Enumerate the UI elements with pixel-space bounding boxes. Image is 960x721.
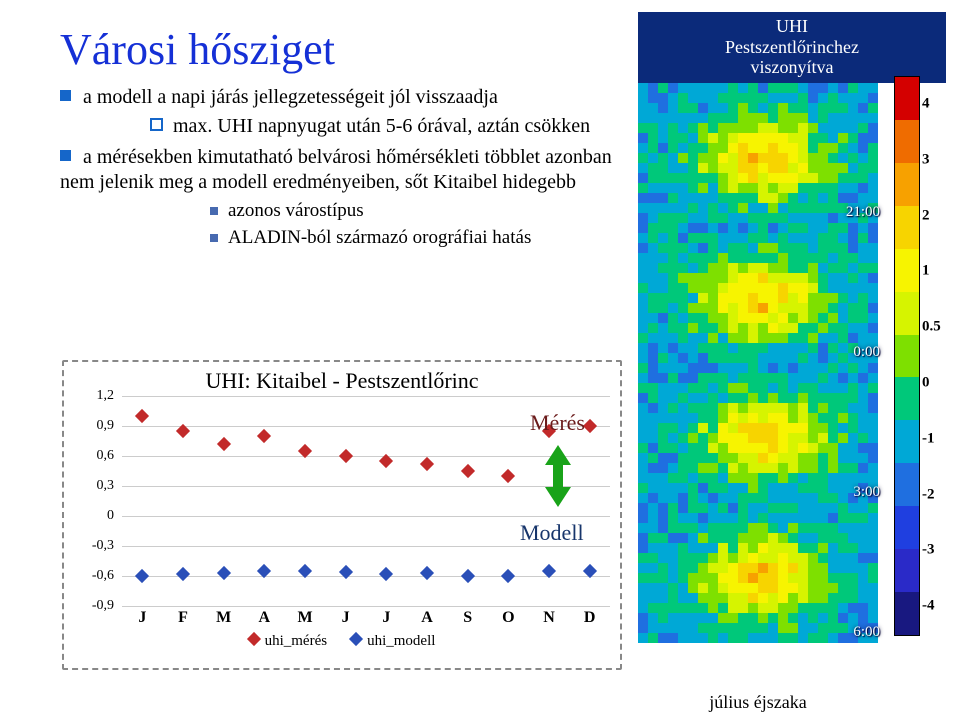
bullet-text: ALADIN-ból származó orográfiai hatás [228, 227, 531, 248]
side-caption: július éjszaka [638, 692, 878, 713]
uhi-map: 6:00 [638, 503, 878, 643]
side-title-l3: viszonyítva [751, 57, 834, 77]
map-time-label: 21:00 [846, 204, 880, 221]
bullet-2: a mérésekben kimutatható belvárosi hőmér… [60, 145, 620, 195]
x-tick: M [216, 609, 231, 627]
y-tick: 1,2 [74, 388, 114, 404]
x-tick: D [584, 609, 596, 627]
x-tick: A [259, 609, 271, 627]
chart-legend: uhi_mérés uhi_modell [64, 633, 620, 650]
chart-x-axis: JFMAMJJASOND [122, 609, 610, 631]
colorbar-tick: -3 [922, 542, 935, 559]
colorbar-segment [895, 163, 919, 206]
bullet-icon [150, 118, 163, 131]
chart-point [135, 569, 149, 583]
side-title: UHI Pestszentlőrinchez viszonyítva [638, 12, 946, 83]
y-tick: -0,6 [74, 568, 114, 584]
chart-point [217, 566, 231, 580]
chart-point [420, 457, 434, 471]
colorbar-tick: -1 [922, 430, 935, 447]
colorbar-segment [895, 77, 919, 120]
uhi-map: 0:00 [638, 223, 878, 363]
colorbar-segment [895, 549, 919, 592]
uhi-chart: UHI: Kitaibel - Pestszentlőrinc -0,9 -0,6… [62, 360, 622, 670]
x-tick: J [138, 609, 146, 627]
chart-point [379, 567, 393, 581]
chart-point [176, 567, 190, 581]
x-tick: F [178, 609, 188, 627]
bullet-icon [60, 150, 71, 161]
y-tick: 0,6 [74, 448, 114, 464]
legend-swatch [247, 632, 261, 646]
series-label-meres: Mérés [530, 410, 585, 436]
map-time-label: 6:00 [853, 624, 880, 641]
colorbar-tick: -2 [922, 486, 935, 503]
chart-point [135, 409, 149, 423]
bullet-icon [210, 234, 218, 242]
colorbar-segment [895, 206, 919, 249]
double-arrow-icon [545, 445, 571, 507]
colorbar-tick: 4 [922, 95, 930, 112]
side-panel: UHI Pestszentlőrinchez viszonyítva 21:00… [638, 12, 946, 710]
chart-point [501, 469, 515, 483]
bullet-icon [210, 207, 218, 215]
chart-point [461, 464, 475, 478]
colorbar-tick: 0 [922, 374, 930, 391]
y-tick: 0,9 [74, 418, 114, 434]
bullet-text: a mérésekben kimutatható belvárosi hőmér… [60, 146, 612, 193]
x-tick: M [297, 609, 312, 627]
colorbar: 4 3 2 1 0.5 0 -1 -2 -3 -4 [888, 76, 940, 634]
uhi-map: 21:00 [638, 83, 878, 223]
map-time-label: 3:00 [853, 484, 880, 501]
legend-item: uhi_mérés [249, 633, 327, 650]
x-tick: J [342, 609, 350, 627]
chart-point [257, 429, 271, 443]
colorbar-segment [895, 377, 919, 420]
colorbar-segment [895, 292, 919, 335]
x-tick: N [543, 609, 555, 627]
side-title-l2: Pestszentlőrinchez [725, 37, 859, 57]
chart-point [217, 437, 231, 451]
colorbar-strip [894, 76, 920, 636]
colorbar-segment [895, 335, 919, 378]
bullet-text: max. UHI napnyugat után 5-6 órával, aztá… [173, 115, 590, 137]
y-tick: -0,3 [74, 538, 114, 554]
uhi-map: 3:00 [638, 363, 878, 503]
legend-item: uhi_modell [351, 633, 435, 650]
colorbar-segment [895, 120, 919, 163]
colorbar-tick: 2 [922, 207, 930, 224]
bullet-1: a modell a napi járás jellegzetességeit … [60, 85, 620, 110]
chart-point [339, 449, 353, 463]
legend-swatch [349, 632, 363, 646]
bullet-icon [60, 90, 71, 101]
chart-point [501, 569, 515, 583]
colorbar-tick: 0.5 [922, 319, 941, 336]
x-tick: A [421, 609, 433, 627]
colorbar-segment [895, 506, 919, 549]
colorbar-segment [895, 420, 919, 463]
y-tick: -0,9 [74, 598, 114, 614]
bullet-1-sub: max. UHI napnyugat után 5-6 órával, aztá… [150, 114, 710, 139]
colorbar-tick: 3 [922, 151, 930, 168]
colorbar-tick: 1 [922, 263, 930, 280]
x-tick: O [502, 609, 514, 627]
colorbar-segment [895, 463, 919, 506]
y-tick: 0 [74, 508, 114, 524]
chart-point [461, 569, 475, 583]
bullet-text: azonos várostípus [228, 200, 364, 221]
colorbar-segment [895, 249, 919, 292]
colorbar-tick: -4 [922, 598, 935, 615]
map-time-label: 0:00 [853, 344, 880, 361]
bullet-text: a modell a napi járás jellegzetességeit … [83, 86, 498, 108]
chart-title: UHI: Kitaibel - Pestszentlőrinc [64, 368, 620, 394]
colorbar-segment [895, 592, 919, 635]
chart-point [420, 566, 434, 580]
side-title-l1: UHI [776, 16, 808, 36]
x-tick: S [463, 609, 472, 627]
y-tick: 0,3 [74, 478, 114, 494]
series-label-modell: Modell [520, 520, 584, 546]
x-tick: J [382, 609, 390, 627]
